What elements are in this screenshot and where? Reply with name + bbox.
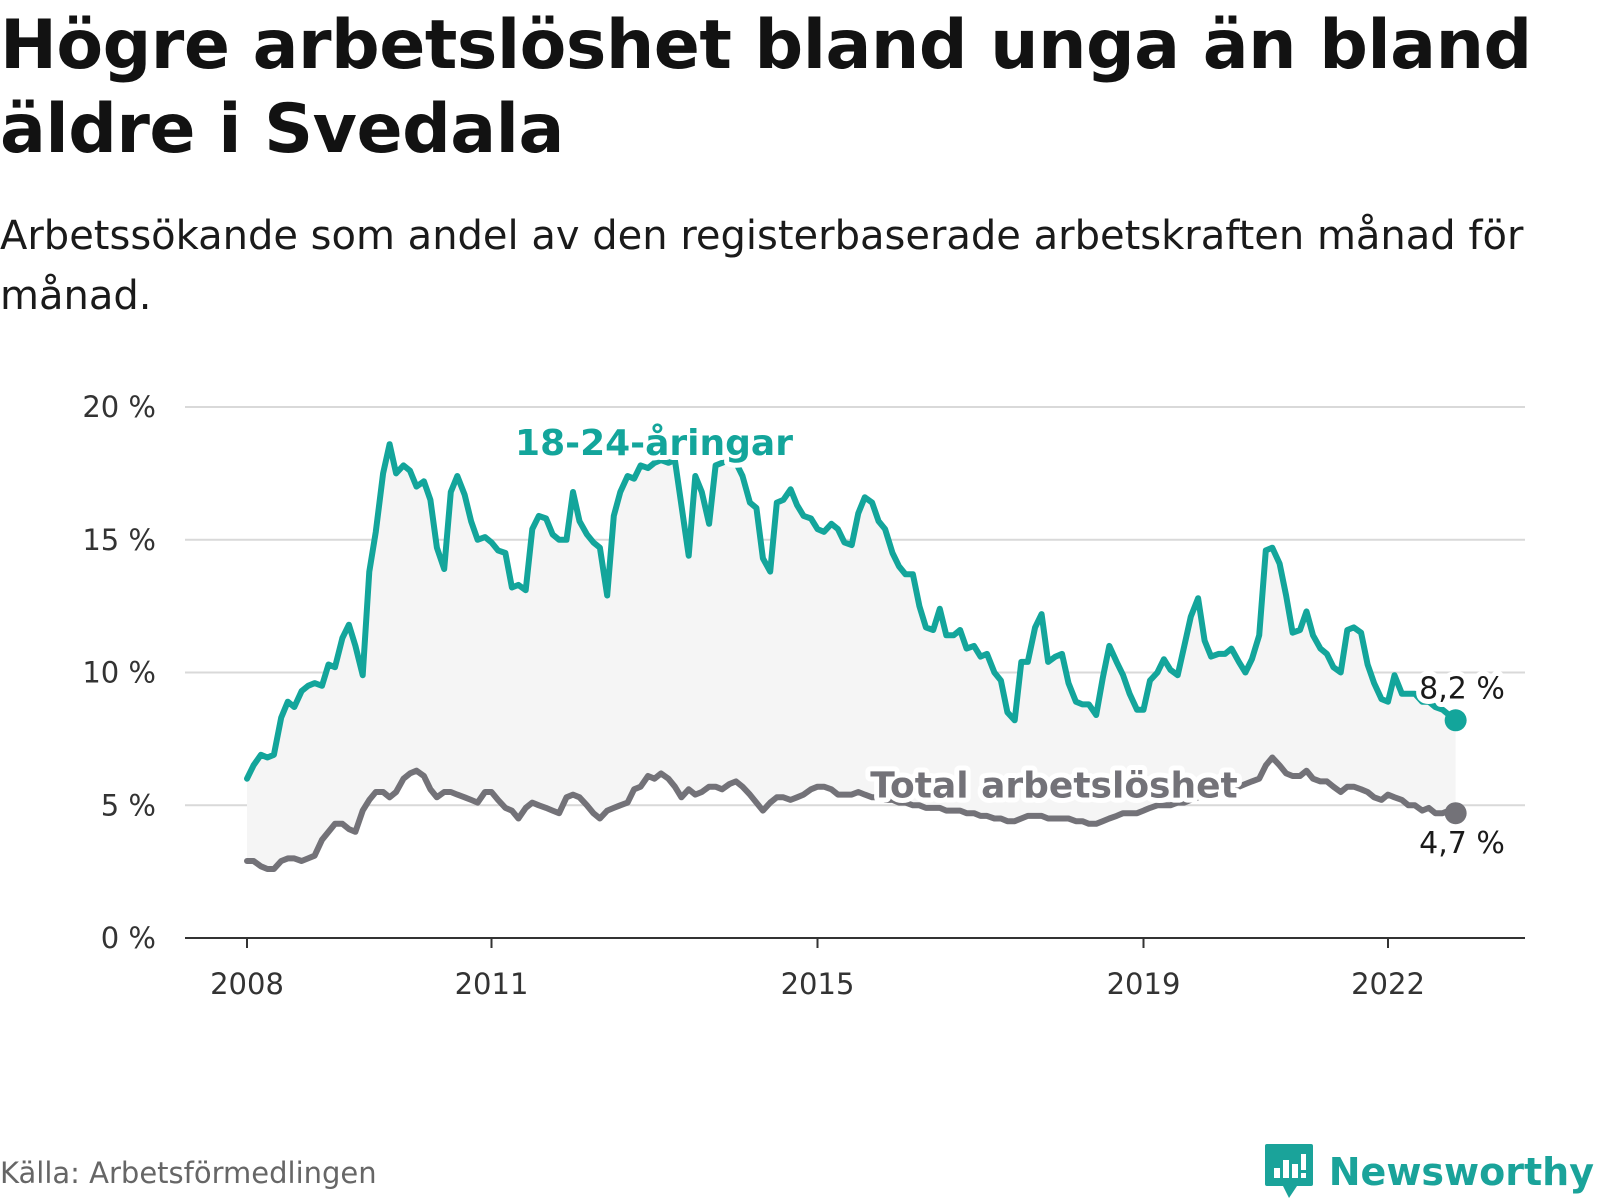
x-tick-label: 2019 [1107,967,1181,1001]
brand-name: Newsworthy [1328,1150,1594,1194]
x-tick-label: 2015 [781,967,855,1001]
series-label-total-halo: Total arbetslöshet [870,765,1238,806]
source-note: Källa: Arbetsförmedlingen [0,1156,377,1190]
x-tick-label: 2022 [1351,967,1425,1001]
gap-band-area [247,444,1456,869]
series-label-18-24: 18-24-åringar [515,423,793,464]
y-tick-label: 10 % [82,656,156,690]
y-tick-label: 5 % [101,788,156,822]
y-tick-label: 20 % [82,390,156,424]
series-line-18-24 [244,441,1459,782]
end-value-total: 4,7 % [1419,826,1505,861]
chart-labels: 8,2 %8,2 %4,7 %4,7 %18-24-åringar18-24-å… [510,418,1510,866]
newsworthy-logo-icon [1264,1144,1313,1198]
line-chart: 0 % 5 % 10 % 15 % 20 % 2008 2011 2015 2019 2022 8… [82,390,1525,1001]
series-label-total: Total arbetslöshet [870,765,1238,806]
end-point-total [1444,802,1467,825]
end-value-18-24: 8,2 % [1419,671,1505,706]
axes: 0 % 5 % 10 % 15 % 20 % 2008 2011 2015 2019 2022 [82,390,1525,1001]
end-value-18-24-halo: 8,2 % [1419,671,1505,706]
series-lines [244,441,1467,872]
newsworthy-logo: Newsworthy [1263,1142,1594,1202]
gap-band [247,444,1456,869]
series-line-total [244,754,1459,872]
x-tick-label: 2008 [210,967,284,1001]
chart-title: Högre arbetslöshet bland unga än bland ä… [0,6,1532,169]
end-point-18-24 [1444,709,1467,732]
series-label-18-24-halo: 18-24-åringar [515,423,793,464]
y-tick-label: 15 % [82,523,156,557]
y-tick-label: 0 % [101,921,156,955]
x-tick-label: 2011 [455,967,529,1001]
end-value-total-halo: 4,7 % [1419,826,1505,861]
chart-subtitle: Arbetssökande som andel av den registerb… [0,213,1524,319]
